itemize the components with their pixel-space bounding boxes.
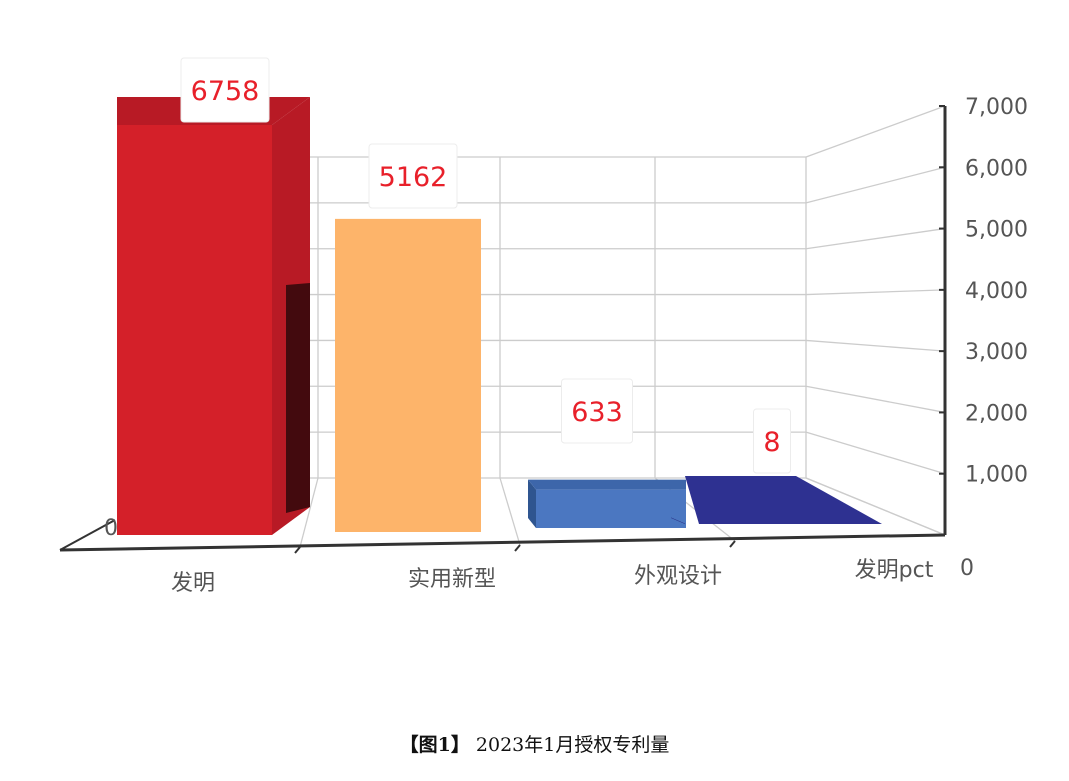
patent-bar-chart-3d: 7,000 6,000 5,000 4,000 3,000 2,000 1,000 0 0 发明… <box>59 57 1028 596</box>
data-label-box <box>368 143 458 209</box>
y-tick-label: 0 <box>960 556 974 581</box>
bar-front-0 <box>117 125 272 535</box>
figure-tag: 【图1】 <box>399 734 470 756</box>
category-label: 发明 <box>171 571 215 596</box>
category-label: 发明pct <box>855 558 934 583</box>
side-gridline <box>805 385 946 414</box>
bar-side-2 <box>528 479 536 528</box>
x-axis-categories: 发明 实用新型 外观设计 发明pct <box>171 558 934 596</box>
chart-axes <box>59 105 947 554</box>
figure-caption: 【图1】 2023年1月授权专利量 <box>0 730 1069 757</box>
data-label: 8 <box>763 427 780 458</box>
x-axis-line <box>59 533 946 552</box>
floor-gridline <box>805 477 946 536</box>
bar-front-3 <box>685 476 882 524</box>
figure-title: 2023年1月授权专利量 <box>475 734 670 756</box>
y-tick-label: 6,000 <box>965 156 1028 181</box>
data-labels: 6758 5162 633 8 <box>180 57 791 474</box>
category-label: 实用新型 <box>408 567 496 592</box>
side-gridline <box>805 289 946 296</box>
y-tick-label: 2,000 <box>965 401 1028 426</box>
y-tick-label: 1,000 <box>965 463 1028 488</box>
side-gridline <box>805 166 946 204</box>
y-tick-label: 4,000 <box>965 279 1028 304</box>
data-label-box <box>561 378 633 444</box>
data-label: 5162 <box>379 162 448 193</box>
data-label: 6758 <box>191 76 260 107</box>
bar-top-2 <box>528 479 686 490</box>
y-tick-label: 3,000 <box>965 340 1028 365</box>
data-label-box <box>180 57 270 123</box>
depth-axis-line <box>59 519 116 551</box>
side-gridline <box>805 227 946 250</box>
x-tick-mark <box>294 546 301 554</box>
bar-front-2 <box>536 489 686 528</box>
y-tick-label: 7,000 <box>965 95 1028 120</box>
bar-side-3 <box>671 517 685 524</box>
floor-gridline <box>299 477 319 548</box>
bar-front-1 <box>335 218 481 533</box>
side-gridline <box>805 339 946 352</box>
data-label: 633 <box>571 397 623 428</box>
x-tick-mark <box>514 544 521 552</box>
data-label-box <box>753 408 791 474</box>
y-axis-ticks: 7,000 6,000 5,000 4,000 3,000 2,000 1,000 0 0 <box>104 95 1028 581</box>
y-tick-label: 5,000 <box>965 218 1028 243</box>
bar-shadow-0 <box>286 283 310 513</box>
x-tick-mark <box>729 540 736 548</box>
category-label: 外观设计 <box>634 564 722 589</box>
side-gridline <box>805 431 946 475</box>
left-axis-zero-label: 0 <box>104 516 118 541</box>
floor-gridline <box>499 477 521 546</box>
side-gridline <box>805 105 946 158</box>
